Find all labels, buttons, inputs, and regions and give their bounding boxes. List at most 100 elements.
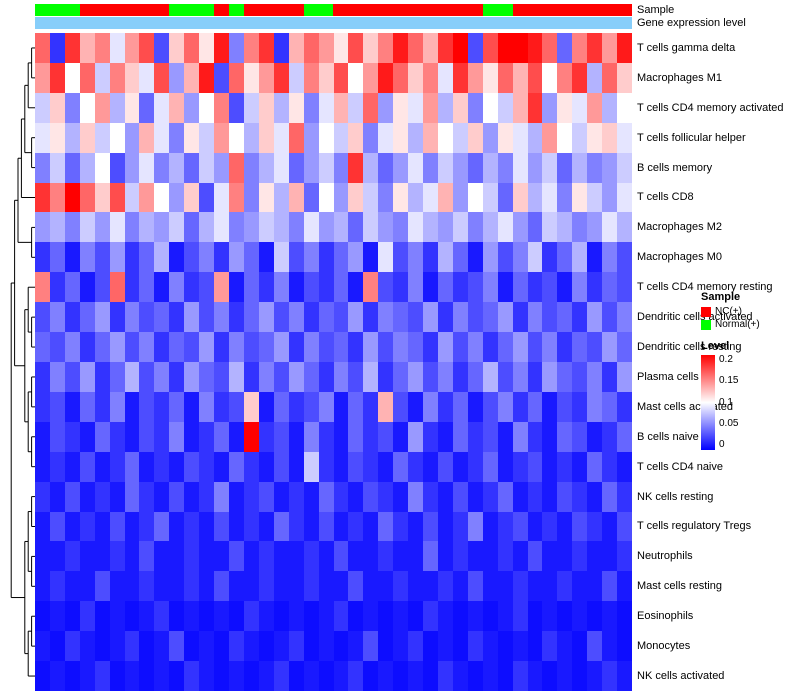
heatmap-cell — [452, 631, 468, 662]
row-label: T cells CD8 — [637, 191, 694, 204]
heatmap-cell — [467, 242, 483, 273]
heatmap-cell — [602, 33, 618, 63]
heatmap-cell — [109, 182, 125, 213]
heatmap-cell — [169, 272, 185, 303]
heatmap-cell — [79, 601, 95, 632]
heatmap-cell — [348, 272, 364, 303]
heatmap-cell — [393, 152, 409, 183]
heatmap-cell — [79, 661, 95, 691]
heatmap-cell — [452, 511, 468, 542]
heatmap-cell — [94, 601, 110, 632]
sample-annotation-cell — [109, 4, 125, 16]
heatmap-cell — [169, 511, 185, 542]
sample-annotation-cell — [333, 4, 349, 16]
heatmap-cell — [587, 601, 603, 632]
heatmap-cell — [437, 33, 453, 63]
heatmap-cell — [109, 272, 125, 303]
heatmap-cell — [229, 361, 244, 392]
heatmap-cell — [199, 631, 215, 662]
heatmap-cell — [94, 451, 110, 482]
heatmap-cell — [318, 212, 334, 243]
heatmap-cell — [527, 421, 543, 452]
heatmap-cell — [64, 631, 80, 662]
heatmap-cell — [587, 541, 603, 572]
heatmap-cell — [64, 272, 80, 303]
heatmap-cell — [94, 511, 110, 542]
heatmap-cell — [243, 122, 259, 153]
heatmap-cell — [229, 541, 244, 572]
heatmap-cell — [258, 511, 274, 542]
heatmap-cell — [452, 302, 468, 333]
heatmap-cell — [184, 242, 200, 273]
heatmap-cell — [572, 631, 588, 662]
heatmap-cell — [169, 33, 185, 63]
heatmap-cell — [49, 92, 65, 123]
heatmap-cell — [154, 571, 170, 602]
heatmap-cell — [587, 272, 603, 303]
heatmap-cell — [572, 421, 588, 452]
nc-color-swatch — [701, 306, 711, 317]
heatmap-cell — [587, 182, 603, 213]
heatmap-cell — [199, 451, 215, 482]
heatmap-cell — [452, 122, 468, 153]
heatmap-cell — [35, 212, 50, 243]
heatmap-cell — [437, 391, 453, 422]
heatmap-cell — [49, 631, 65, 662]
heatmap-cell — [557, 631, 573, 662]
heatmap-cell — [602, 272, 618, 303]
sample-annotation-cell — [378, 4, 394, 16]
heatmap-cell — [214, 62, 230, 93]
heatmap-cell — [512, 33, 528, 63]
heatmap-cell — [273, 62, 289, 93]
heatmap-cell — [273, 391, 289, 422]
heatmap-cell — [184, 391, 200, 422]
heatmap-cell — [437, 272, 453, 303]
heatmap-cell — [512, 302, 528, 333]
heatmap-cell — [378, 92, 394, 123]
heatmap-cell — [288, 92, 304, 123]
heatmap-cell — [169, 212, 185, 243]
heatmap-cell — [94, 182, 110, 213]
heatmap-cell — [139, 242, 155, 273]
heatmap-cell — [482, 152, 498, 183]
heatmap-cell — [288, 601, 304, 632]
heatmap-cell — [273, 571, 289, 602]
heatmap-cell — [229, 601, 244, 632]
heatmap-cell — [109, 541, 125, 572]
heatmap-cell — [243, 481, 259, 512]
heatmap-cell — [199, 361, 215, 392]
legend: Sample NC(+) Normal(+) Level 0.2 0.15 0.… — [701, 291, 796, 450]
legend-level-block: Level 0.2 0.15 0.1 0.05 0 — [701, 340, 796, 450]
heatmap-cell — [139, 451, 155, 482]
heatmap-cell — [318, 242, 334, 273]
heatmap-cell — [139, 541, 155, 572]
heatmap-cell — [184, 631, 200, 662]
heatmap-cell — [35, 661, 50, 691]
heatmap-cell — [408, 661, 424, 691]
heatmap-cell — [214, 182, 230, 213]
level-tick: 0.2 — [719, 354, 733, 365]
heatmap-cell — [303, 332, 319, 362]
heatmap-cell — [527, 361, 543, 392]
sample-annotation-cell — [482, 4, 498, 16]
sample-annotation-cell — [288, 4, 304, 16]
heatmap-cell — [333, 421, 349, 452]
heatmap-cell — [587, 33, 603, 63]
heatmap-cell — [184, 92, 200, 123]
heatmap-cell — [199, 541, 215, 572]
heatmap-cell — [542, 481, 558, 512]
heatmap-cell — [214, 122, 230, 153]
heatmap-cell — [79, 391, 95, 422]
heatmap-cell — [214, 631, 230, 662]
heatmap-cell — [482, 62, 498, 93]
heatmap-cell — [124, 601, 140, 632]
heatmap-cell — [482, 272, 498, 303]
heatmap-cell — [378, 332, 394, 362]
heatmap-cell — [497, 242, 513, 273]
heatmap-cell — [139, 332, 155, 362]
heatmap-cell — [363, 302, 379, 333]
sample-annotation-cell — [303, 4, 319, 16]
heatmap-cell — [318, 62, 334, 93]
heatmap-cell — [572, 541, 588, 572]
heatmap-cell — [572, 272, 588, 303]
